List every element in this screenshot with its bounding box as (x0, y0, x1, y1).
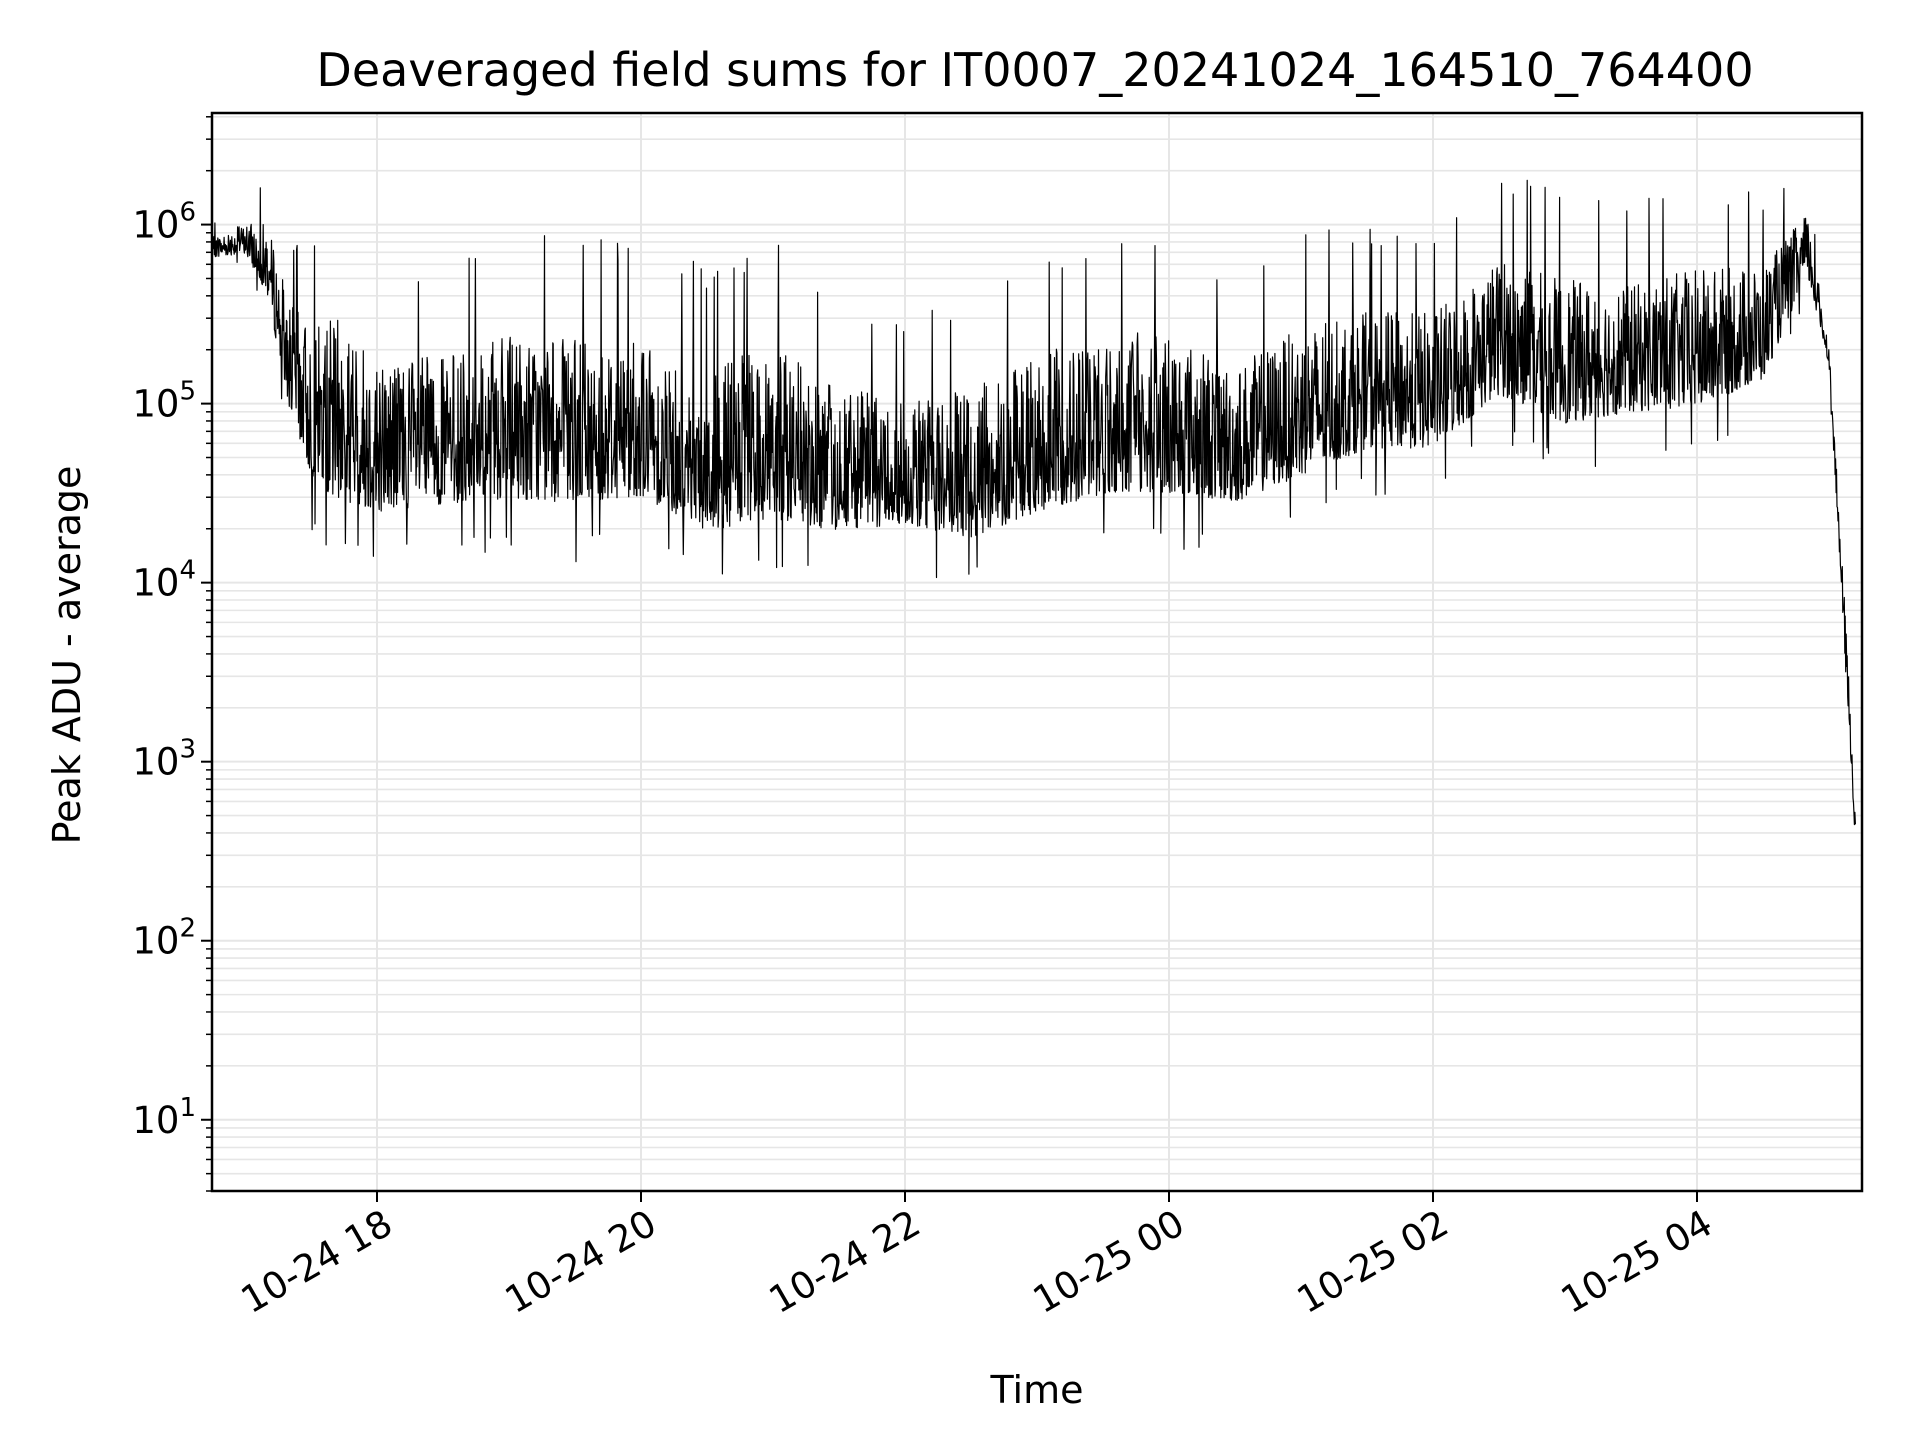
grid-layer (212, 113, 1862, 1192)
x-axis-label: Time (990, 1368, 1084, 1412)
plot-background (212, 113, 1862, 1191)
plot-area (210, 111, 1864, 1193)
series-line (211, 179, 1856, 826)
y-tick-label: 104 (132, 556, 196, 605)
y-tick-label: 103 (132, 735, 196, 784)
plot-frame (210, 111, 1864, 1193)
y-axis-ticks: 101 102 103 104 105 106 (132, 116, 212, 1192)
y-tick-label: 105 (132, 377, 196, 426)
y-tick-label: 106 (132, 198, 196, 247)
y-tick-label: 102 (132, 914, 196, 963)
y-axis-label: Peak ADU - average (45, 466, 89, 845)
chart-title: Deaveraged field sums for IT0007_2024102… (316, 43, 1753, 97)
y-tick-label: 101 (132, 1093, 196, 1142)
